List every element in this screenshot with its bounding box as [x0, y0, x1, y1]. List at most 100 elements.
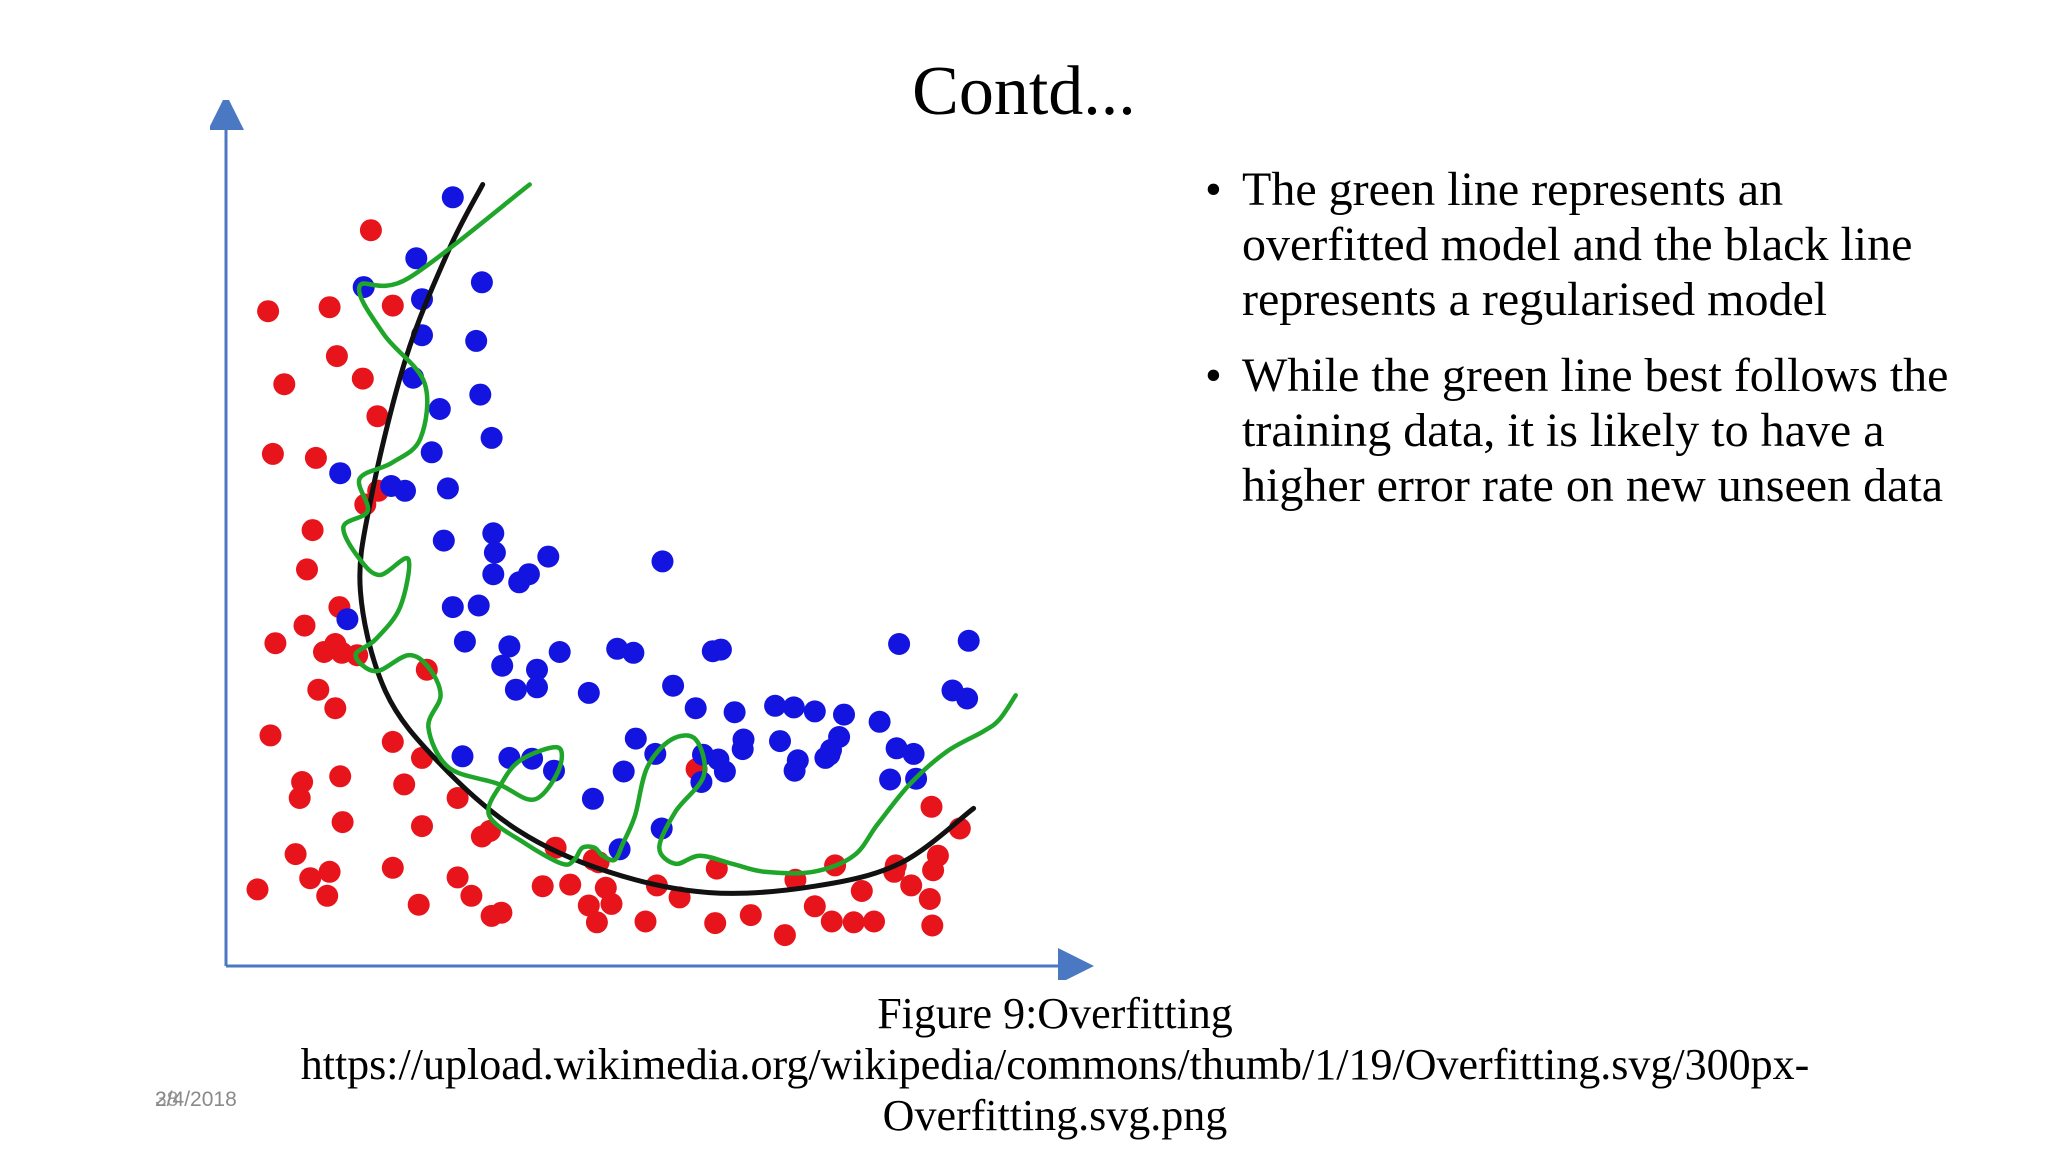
- red-data-point: [559, 873, 582, 896]
- blue-data-point: [786, 749, 809, 772]
- red-data-point: [407, 893, 430, 916]
- blue-data-point: [526, 676, 548, 699]
- blue-data-point: [782, 696, 805, 719]
- red-data-point: [634, 910, 657, 933]
- caption-url-continued: Overfitting.svg.png: [882, 1091, 1228, 1140]
- red-data-point: [381, 856, 404, 879]
- blue-data-point: [709, 638, 732, 661]
- red-data-point: [301, 519, 324, 542]
- blue-data-point: [622, 641, 645, 664]
- caption-url: https://upload.wikimedia.org/wikipedia/c…: [300, 1040, 1810, 1089]
- red-data-point: [296, 558, 318, 581]
- red-data-point: [351, 367, 374, 390]
- slide-number: 38: [155, 1088, 179, 1111]
- red-data-point: [257, 300, 280, 323]
- red-data-point: [366, 405, 389, 428]
- blue-data-point: [879, 768, 902, 791]
- blue-data-point: [467, 594, 490, 617]
- red-data-point: [288, 787, 311, 809]
- red-data-point: [284, 843, 307, 866]
- red-data-point: [820, 910, 843, 933]
- red-data-point: [842, 911, 865, 934]
- red-data-point: [411, 815, 433, 838]
- blue-data-point: [352, 276, 375, 299]
- blue-data-point: [498, 635, 521, 658]
- blue-data-point: [482, 522, 505, 545]
- blue-data-point: [885, 737, 908, 760]
- red-data-point: [329, 765, 352, 788]
- blue-data-point: [453, 630, 476, 653]
- red-data-point: [381, 730, 404, 753]
- blue-data-point: [537, 545, 560, 568]
- blue-data-point: [868, 710, 891, 733]
- blue-data-point: [957, 629, 980, 652]
- blue-data-point: [491, 654, 514, 677]
- blue-data-point: [902, 742, 925, 765]
- blue-data-point: [651, 550, 674, 573]
- red-data-point: [739, 904, 762, 927]
- bullet-text: While the green line best follows the tr…: [1242, 349, 1949, 512]
- red-data-point: [264, 632, 287, 655]
- caption-title: Figure 9:Overfitting: [877, 989, 1233, 1038]
- blue-data-point: [612, 760, 635, 783]
- bullet-dot: •: [1205, 163, 1222, 216]
- red-data-point: [307, 678, 330, 701]
- blue-data-point: [707, 748, 730, 771]
- blue-data-point: [508, 571, 531, 594]
- red-data-point: [803, 895, 826, 918]
- blue-data-point: [956, 687, 979, 710]
- blue-data-point: [548, 641, 571, 663]
- red-data-point: [490, 901, 513, 924]
- red-data-point: [600, 892, 623, 915]
- red-data-point: [299, 867, 322, 890]
- red-data-point: [293, 614, 316, 637]
- blue-data-point: [336, 608, 359, 631]
- bullet-text: The green line represents an overfitted …: [1242, 163, 1913, 326]
- red-data-point: [273, 373, 296, 396]
- red-data-point: [324, 697, 347, 720]
- red-data-point: [393, 773, 416, 796]
- blue-data-point: [526, 658, 548, 681]
- blue-data-point: [684, 697, 707, 720]
- red-data-point: [918, 888, 941, 910]
- red-data-point: [359, 219, 382, 242]
- blue-data-point: [833, 703, 855, 726]
- red-data-point: [850, 880, 873, 902]
- red-data-point: [325, 345, 348, 368]
- blue-data-point: [803, 700, 826, 723]
- red-data-point: [460, 884, 483, 907]
- red-data-point: [261, 442, 284, 465]
- red-data-point: [704, 912, 727, 935]
- blue-data-point: [482, 563, 505, 586]
- figure-caption: Figure 9:Overfitting https://upload.wiki…: [150, 988, 1960, 1141]
- blue-data-point: [469, 383, 492, 406]
- blue-data-point: [470, 271, 493, 294]
- red-data-point: [313, 641, 335, 663]
- red-data-point: [259, 724, 282, 747]
- curve-group: [341, 182, 1018, 896]
- red-point-series: [246, 219, 971, 947]
- blue-data-point: [624, 727, 647, 750]
- overfitting-figure: [210, 100, 1100, 980]
- blue-data-point: [504, 678, 527, 701]
- bullet-item: • While the green line best follows the t…: [1205, 348, 1965, 513]
- red-data-point: [316, 884, 339, 907]
- blue-data-point: [769, 730, 791, 753]
- blue-data-point: [577, 681, 600, 704]
- regularised-curve: [357, 182, 977, 896]
- overfitting-chart: [210, 100, 1094, 980]
- bullet-dot: •: [1205, 349, 1222, 402]
- red-data-point: [246, 878, 269, 901]
- blue-data-point: [480, 426, 503, 449]
- blue-data-point: [329, 462, 352, 485]
- red-data-point: [900, 874, 923, 897]
- blue-data-point: [441, 596, 464, 619]
- red-data-point: [446, 787, 469, 809]
- blue-data-point: [581, 787, 604, 810]
- red-data-point: [318, 860, 341, 883]
- red-data-point: [921, 914, 944, 937]
- blue-data-point: [428, 398, 451, 420]
- blue-data-point: [731, 738, 754, 761]
- blue-data-point: [465, 329, 488, 352]
- blue-data-point: [451, 745, 474, 768]
